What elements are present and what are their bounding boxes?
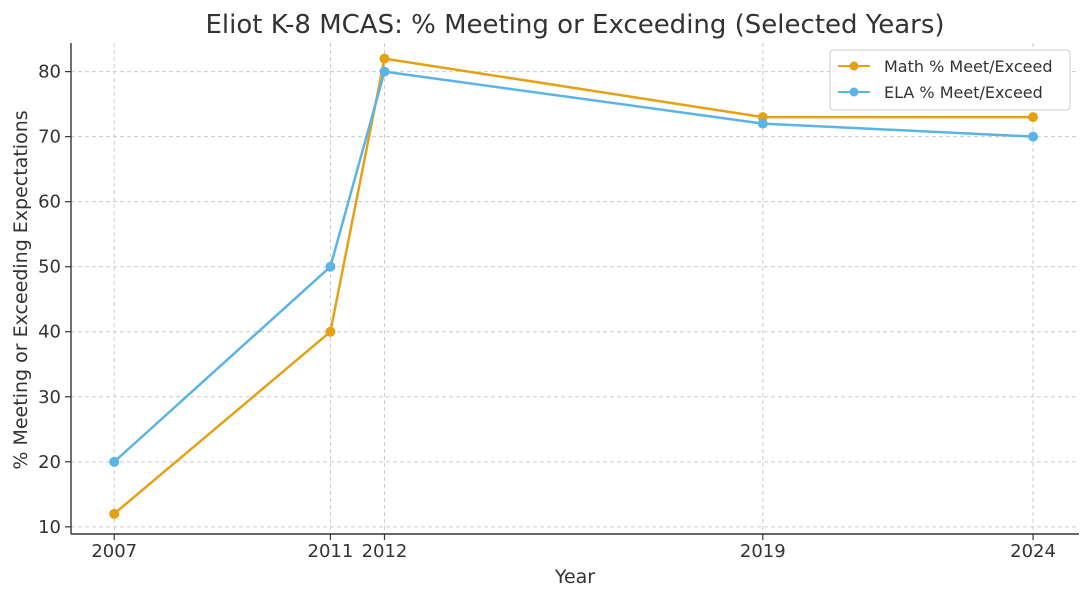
ela-data-point bbox=[325, 261, 336, 272]
x-axis-label: Year bbox=[554, 566, 595, 588]
y-tick-label: 80 bbox=[38, 62, 61, 83]
legend-ela-marker bbox=[849, 87, 859, 97]
math-data-point bbox=[325, 326, 336, 337]
legend-math-marker bbox=[849, 61, 859, 71]
math-data-point bbox=[1028, 112, 1039, 123]
legend-math-label: Math % Meet/Exceed bbox=[884, 57, 1053, 76]
y-tick-label: 20 bbox=[38, 452, 61, 473]
ela-data-point bbox=[1028, 131, 1039, 142]
grid bbox=[71, 43, 1079, 534]
y-tick-label: 60 bbox=[38, 192, 61, 213]
chart-title: Eliot K-8 MCAS: % Meeting or Exceeding (… bbox=[205, 10, 944, 40]
legend-ela-label: ELA % Meet/Exceed bbox=[884, 83, 1043, 102]
x-tick-label: 2024 bbox=[1010, 541, 1056, 562]
y-tick-label: 10 bbox=[38, 517, 61, 538]
legend: Math % Meet/Exceed ELA % Meet/Exceed bbox=[829, 49, 1071, 111]
x-tick-label: 2019 bbox=[740, 541, 786, 562]
math-data-point bbox=[109, 508, 120, 519]
ela-data-point bbox=[109, 456, 120, 467]
ela-series-line bbox=[113, 70, 1034, 463]
ela-data-point bbox=[379, 66, 390, 77]
y-tick-label: 30 bbox=[38, 387, 61, 408]
y-tick-label: 50 bbox=[38, 257, 61, 278]
x-tick-label: 2007 bbox=[91, 541, 137, 562]
math-data-point bbox=[379, 53, 390, 64]
math-series-line bbox=[113, 57, 1034, 515]
x-tick-label: 2011 bbox=[308, 541, 354, 562]
legend-box bbox=[829, 49, 1071, 111]
x-tick-label: 2012 bbox=[362, 541, 408, 562]
ticks: 10 20 30 40 50 60 70 80 2007 2011 2012 2019 2024 bbox=[38, 62, 1056, 562]
y-axis-label: % Meeting or Exceeding Expectations bbox=[10, 110, 32, 469]
y-tick-label: 70 bbox=[38, 127, 61, 148]
y-tick-label: 40 bbox=[38, 322, 61, 343]
ela-data-point bbox=[757, 118, 768, 129]
series-layer bbox=[109, 53, 1039, 519]
